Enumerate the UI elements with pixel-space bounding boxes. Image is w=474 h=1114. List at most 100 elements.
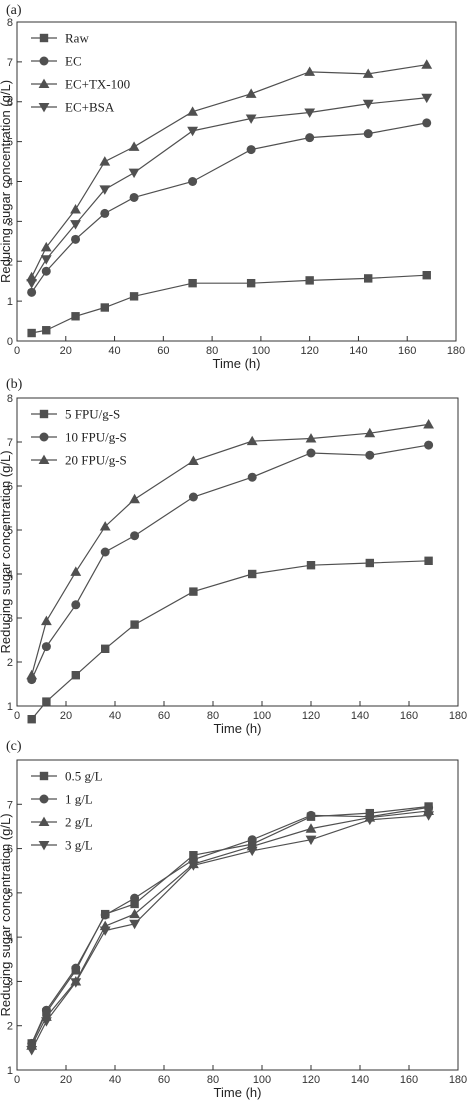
data-point: [305, 835, 317, 846]
data-point: [129, 908, 140, 919]
plot-frame: [16, 397, 459, 707]
y-tick-label: 4: [7, 569, 13, 581]
x-tick-label: 100: [253, 1074, 271, 1086]
data-point: [188, 861, 199, 871]
data-point: [128, 168, 140, 179]
data-point: [99, 156, 111, 166]
y-tick-label: 8: [7, 393, 13, 405]
x-tick-label: 80: [206, 345, 218, 357]
y-tick-label: 1: [7, 1065, 13, 1077]
legend-label: EC: [65, 54, 82, 69]
data-point: [70, 566, 82, 576]
x-tick-label: 40: [109, 710, 121, 722]
data-point: [363, 129, 373, 139]
data-point: [188, 177, 198, 186]
data-point: [246, 278, 256, 288]
legend-marker: [39, 33, 49, 43]
data-point: [42, 697, 51, 706]
data-point: [71, 963, 81, 973]
y-tick-label: 7: [7, 437, 13, 449]
series-line: [31, 560, 429, 720]
y-tick-label: 4: [7, 932, 13, 944]
data-point: [305, 133, 315, 143]
data-point: [100, 303, 109, 312]
x-tick-label: 20: [60, 710, 72, 722]
data-point: [188, 278, 197, 288]
data-point: [306, 810, 316, 820]
data-point: [129, 493, 140, 504]
data-point: [362, 99, 374, 110]
x-tick-label: 180: [447, 345, 465, 357]
x-tick-label: 0: [14, 710, 20, 722]
legend-marker: [39, 771, 49, 781]
x-tick-label: 160: [398, 345, 416, 357]
data-point: [71, 671, 80, 680]
legend-label: 0.5 g/L: [65, 769, 103, 784]
series-line: [31, 806, 429, 1044]
x-tick-label: 160: [400, 1074, 418, 1086]
x-tick-label: 80: [207, 1074, 219, 1086]
data-point: [189, 587, 198, 596]
data-point: [40, 241, 52, 252]
x-tick-label: 140: [351, 1074, 369, 1086]
x-tick-label: 160: [400, 710, 418, 722]
series-line: [31, 64, 427, 278]
legend-marker: [38, 816, 50, 827]
data-point: [71, 600, 81, 610]
data-point: [41, 615, 52, 626]
panel-label: (a): [6, 3, 22, 18]
legend-marker: [39, 794, 49, 804]
data-point: [245, 88, 257, 98]
data-point: [423, 419, 434, 429]
y-tick-label: 2: [7, 1021, 13, 1033]
y-tick-label: 8: [7, 17, 13, 29]
series-line: [31, 444, 429, 680]
x-tick-label: 20: [60, 345, 72, 357]
data-point: [246, 846, 258, 857]
legend-marker: [38, 78, 50, 89]
data-point: [99, 185, 111, 195]
data-point: [26, 669, 38, 680]
data-point: [245, 114, 257, 124]
data-point: [71, 234, 81, 244]
chart-panel-3: (c) 0 20 40 60 80 100 120 140 160 180 1 2 3 4 5 6 7 Time (…: [0, 739, 467, 1100]
data-point: [27, 328, 36, 338]
data-point: [128, 141, 140, 151]
data-point: [100, 910, 110, 920]
legend-label: 10 FPU/g-S: [65, 430, 127, 445]
chart-panel-1: (a) 0 20 40 60 80 100 120 140 160 180 0 1 2 3 4 5 6 7 8 Time…: [0, 3, 465, 371]
data-point: [41, 642, 51, 652]
y-tick-label: 3: [7, 976, 13, 988]
data-point: [41, 1005, 51, 1015]
x-tick-label: 60: [158, 1074, 170, 1086]
legend-marker: [38, 840, 50, 851]
data-point: [27, 287, 37, 297]
legend-marker: [39, 432, 49, 442]
series-line: [31, 423, 429, 676]
data-point: [40, 255, 52, 265]
data-point: [248, 569, 257, 579]
data-point: [130, 531, 140, 541]
data-point: [26, 279, 38, 289]
legend-label: 5 FPU/g-S: [65, 407, 120, 422]
y-tick-label: 3: [7, 216, 13, 228]
data-point: [306, 561, 316, 570]
y-tick-label: 1: [7, 296, 13, 308]
data-point: [305, 823, 317, 833]
data-point: [365, 450, 375, 460]
legend-label: EC+TX-100: [65, 77, 130, 92]
legend-label: EC+BSA: [65, 100, 115, 115]
y-tick-label: 3: [7, 613, 13, 625]
data-point: [306, 448, 316, 458]
legend-label: 20 FPU/g-S: [65, 453, 127, 468]
data-point: [130, 899, 139, 909]
y-tick-label: 7: [7, 799, 13, 811]
y-tick-label: 5: [7, 888, 13, 900]
chart-panel-2: (b) 0 20 40 60 80 100 120 140 160 180 1 2 3 4 5 6 7 8 Time …: [0, 377, 467, 736]
data-point: [70, 978, 82, 988]
y-axis-title: Reducing sugar concentration (g/L): [0, 450, 13, 653]
data-point: [422, 271, 431, 280]
plot-frame: [16, 759, 459, 1071]
data-point: [362, 68, 374, 78]
data-point: [424, 556, 433, 565]
